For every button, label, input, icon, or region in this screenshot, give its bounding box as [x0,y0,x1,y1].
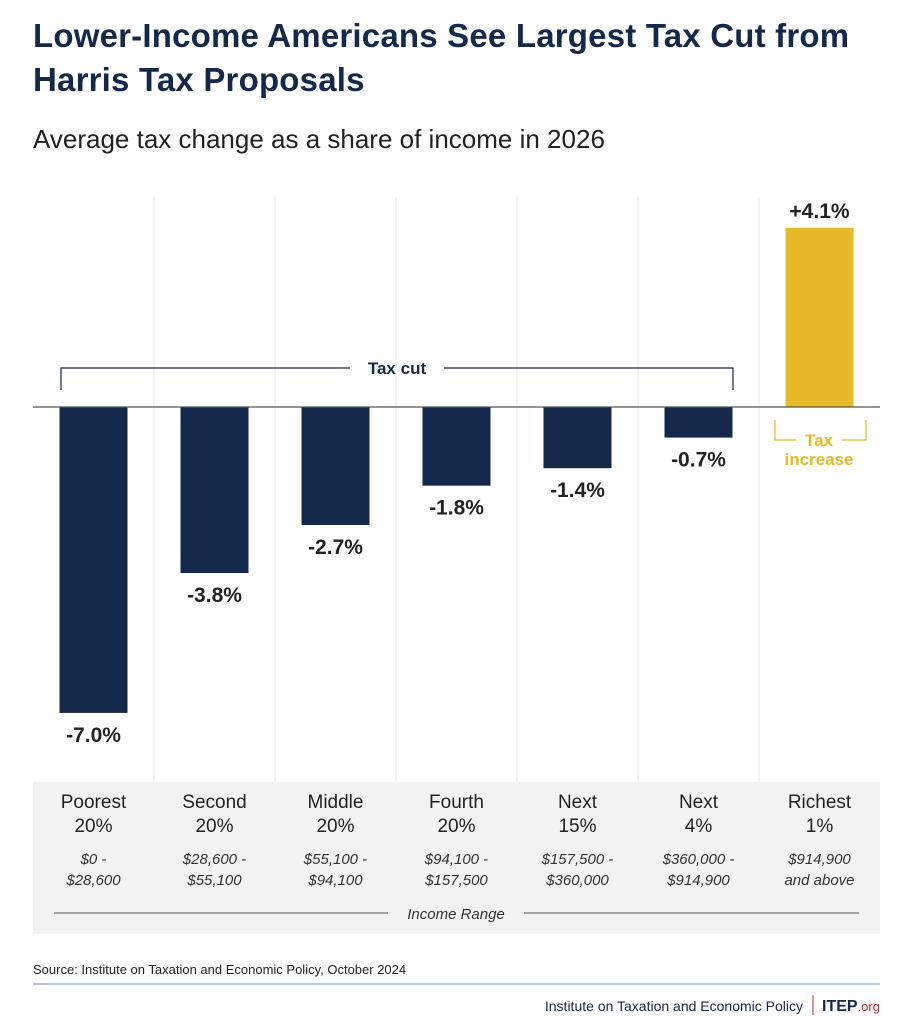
tax-cut-bracket: Tax cut [60,359,734,390]
income-range-label: $360,000 [545,872,609,889]
income-range-label: $914,900 [787,851,851,868]
income-range-label: $914,900 [666,872,730,889]
data-label: -0.7% [671,449,726,472]
category-label: Fourth [429,792,484,813]
category-label: Second [182,792,246,813]
income-range-label: $157,500 [424,872,488,889]
bar [301,407,370,525]
data-label: -1.4% [550,479,605,502]
income-range-label: $0 - [80,851,107,868]
data-label: -7.0% [66,724,121,747]
income-range-label: $94,100 - [424,851,488,868]
income-range-label: $157,500 - [541,851,614,868]
chart-title: Lower-Income Americans See Largest Tax C… [33,17,850,98]
income-range-label: $28,600 [65,872,121,889]
income-range-label: $360,000 - [662,851,735,868]
data-label: -1.8% [429,497,484,520]
category-label: Middle [308,792,364,813]
tax-increase-bracket: Tax increase [774,420,867,469]
bar [664,407,733,438]
data-label: +4.1% [789,200,849,223]
income-range-label: $55,100 - [303,851,367,868]
income-range-label: $55,100 [186,872,242,889]
x-axis-label: Income Range [407,906,505,923]
bar [180,407,249,574]
tax-cut-label: Tax cut [368,359,427,378]
chart-subtitle: Average tax change as a share of income … [33,124,605,154]
itep-logo: ITEP.org [822,998,880,1015]
category-label: 15% [558,816,596,837]
tax-increase-label-1: Tax [805,431,834,450]
category-label: 20% [74,816,112,837]
category-label: 20% [437,816,475,837]
data-label: -3.8% [187,584,242,607]
category-label: 4% [685,816,713,837]
income-range-label: and above [784,872,854,889]
bar [543,407,612,469]
category-band [33,782,880,934]
category-label: 1% [806,816,834,837]
category-label: Next [679,792,719,813]
footer-org: Institute on Taxation and Economic Polic… [545,998,803,1014]
category-label: Richest [788,792,852,813]
category-label: Poorest [61,792,127,813]
x-axis-title: Income Range [54,906,859,923]
income-range-label: $94,100 [307,872,363,889]
bar [59,407,128,713]
category-label: 20% [316,816,354,837]
tax-increase-label-2: increase [785,450,854,469]
data-label: -2.7% [308,536,363,559]
category-label: Next [558,792,598,813]
bar [785,227,854,407]
source-note: Source: Institute on Taxation and Econom… [33,962,406,977]
category-label: 20% [195,816,233,837]
income-range-label: $28,600 - [182,851,246,868]
bar [422,407,491,486]
